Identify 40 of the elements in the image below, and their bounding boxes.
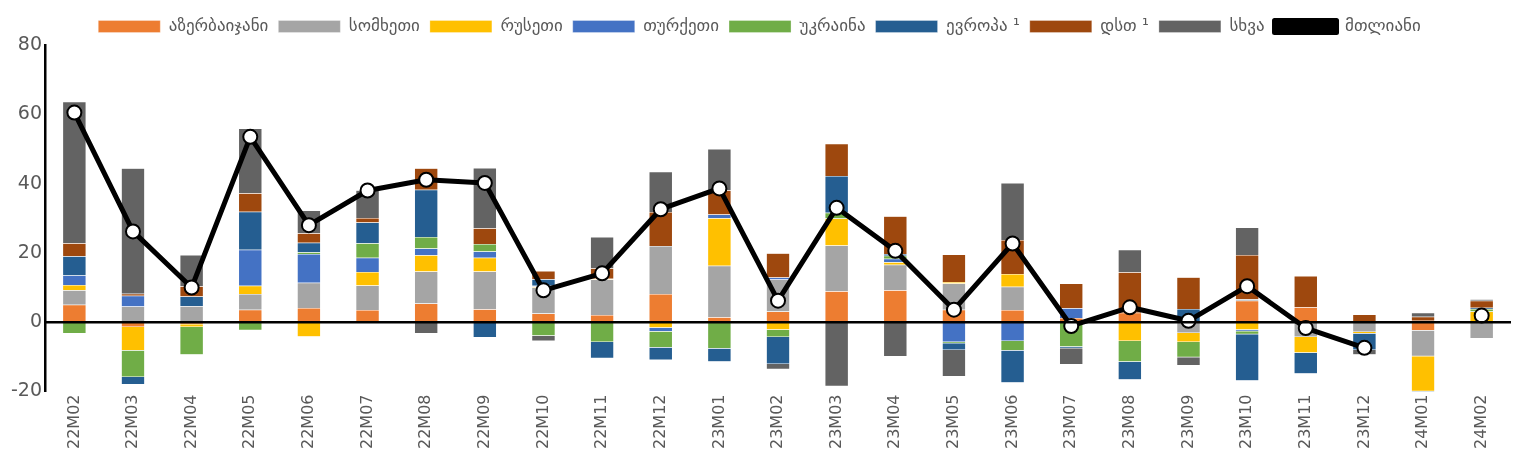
x-tick-label: 23M01 [708, 394, 728, 450]
y-tick-label: 20 [17, 239, 43, 262]
x-tick-label: 23M08 [1119, 394, 1138, 450]
x-tick-label: 22M06 [298, 394, 318, 450]
legend-label: მთლიანი [1345, 14, 1421, 35]
x-tick-label: 24M01 [1412, 394, 1432, 450]
x-tick-label: 22M08 [415, 394, 435, 450]
x-tick-label: 23M11 [1294, 394, 1314, 450]
legend-label: აზერბაიჯანი [168, 14, 269, 35]
y-tick-label: -20 [10, 378, 43, 401]
legend-label: ევროპა ¹ [946, 14, 1020, 35]
x-tick-label: 22M10 [532, 394, 552, 450]
legend-label: უკრაინა [799, 14, 866, 35]
x-tick-label: 22M03 [122, 394, 142, 450]
y-tick-label: 40 [17, 170, 43, 193]
x-tick-label: 22M07 [356, 394, 376, 450]
x-tick-label: 22M09 [473, 394, 493, 450]
legend-label: სომხეთი [348, 14, 420, 35]
x-tick-label: 24M02 [1470, 394, 1490, 450]
x-tick-label: 22M11 [591, 394, 611, 450]
x-tick-label: 23M07 [1060, 394, 1080, 450]
y-tick-label: 0 [29, 309, 43, 332]
y-tick-label: 80 [17, 31, 43, 54]
x-tick-label: 23M05 [943, 394, 963, 450]
x-tick-label: 22M12 [649, 394, 669, 450]
x-tick-label: 23M03 [825, 394, 845, 450]
x-tick-label: 23M09 [1177, 394, 1197, 450]
legend-label: დსთ ¹ [1100, 14, 1149, 35]
legend-label: თურქეთი [643, 14, 720, 35]
x-tick-label: 22M04 [180, 394, 200, 450]
x-tick-label: 23M02 [767, 394, 787, 450]
x-tick-label: 22M02 [63, 394, 83, 450]
x-tick-label: 23M12 [1353, 394, 1373, 450]
legend-label: სხვა [1229, 14, 1265, 35]
x-tick-label: 23M04 [884, 394, 904, 450]
legend-label: რუსეთი [500, 14, 563, 35]
y-tick-label: 60 [17, 101, 43, 124]
x-tick-label: 23M06 [1001, 394, 1021, 450]
x-tick-label: 23M10 [1236, 394, 1256, 450]
x-tick-label: 22M05 [239, 394, 259, 450]
